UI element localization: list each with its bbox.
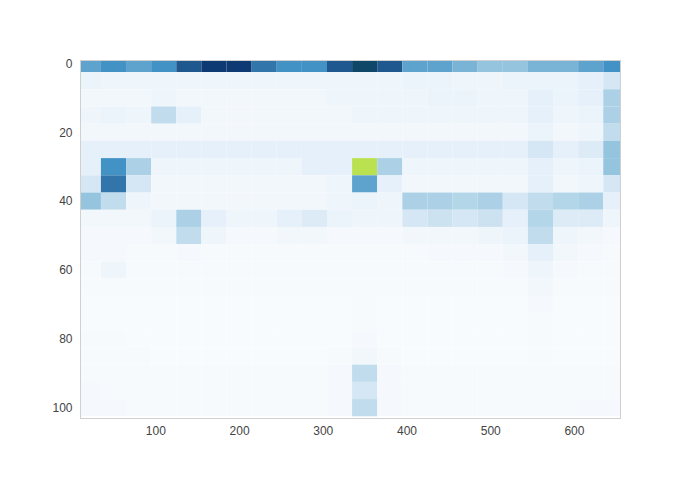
svg-text:60: 60 [59, 263, 73, 277]
svg-text:100: 100 [52, 401, 72, 415]
svg-text:200: 200 [230, 424, 250, 438]
svg-text:20: 20 [59, 126, 73, 140]
svg-text:80: 80 [59, 332, 73, 346]
svg-text:500: 500 [481, 424, 501, 438]
svg-text:0: 0 [66, 57, 73, 71]
svg-text:300: 300 [313, 424, 333, 438]
svg-text:600: 600 [564, 424, 584, 438]
svg-text:100: 100 [146, 424, 166, 438]
svg-text:400: 400 [397, 424, 417, 438]
svg-text:40: 40 [59, 194, 73, 208]
